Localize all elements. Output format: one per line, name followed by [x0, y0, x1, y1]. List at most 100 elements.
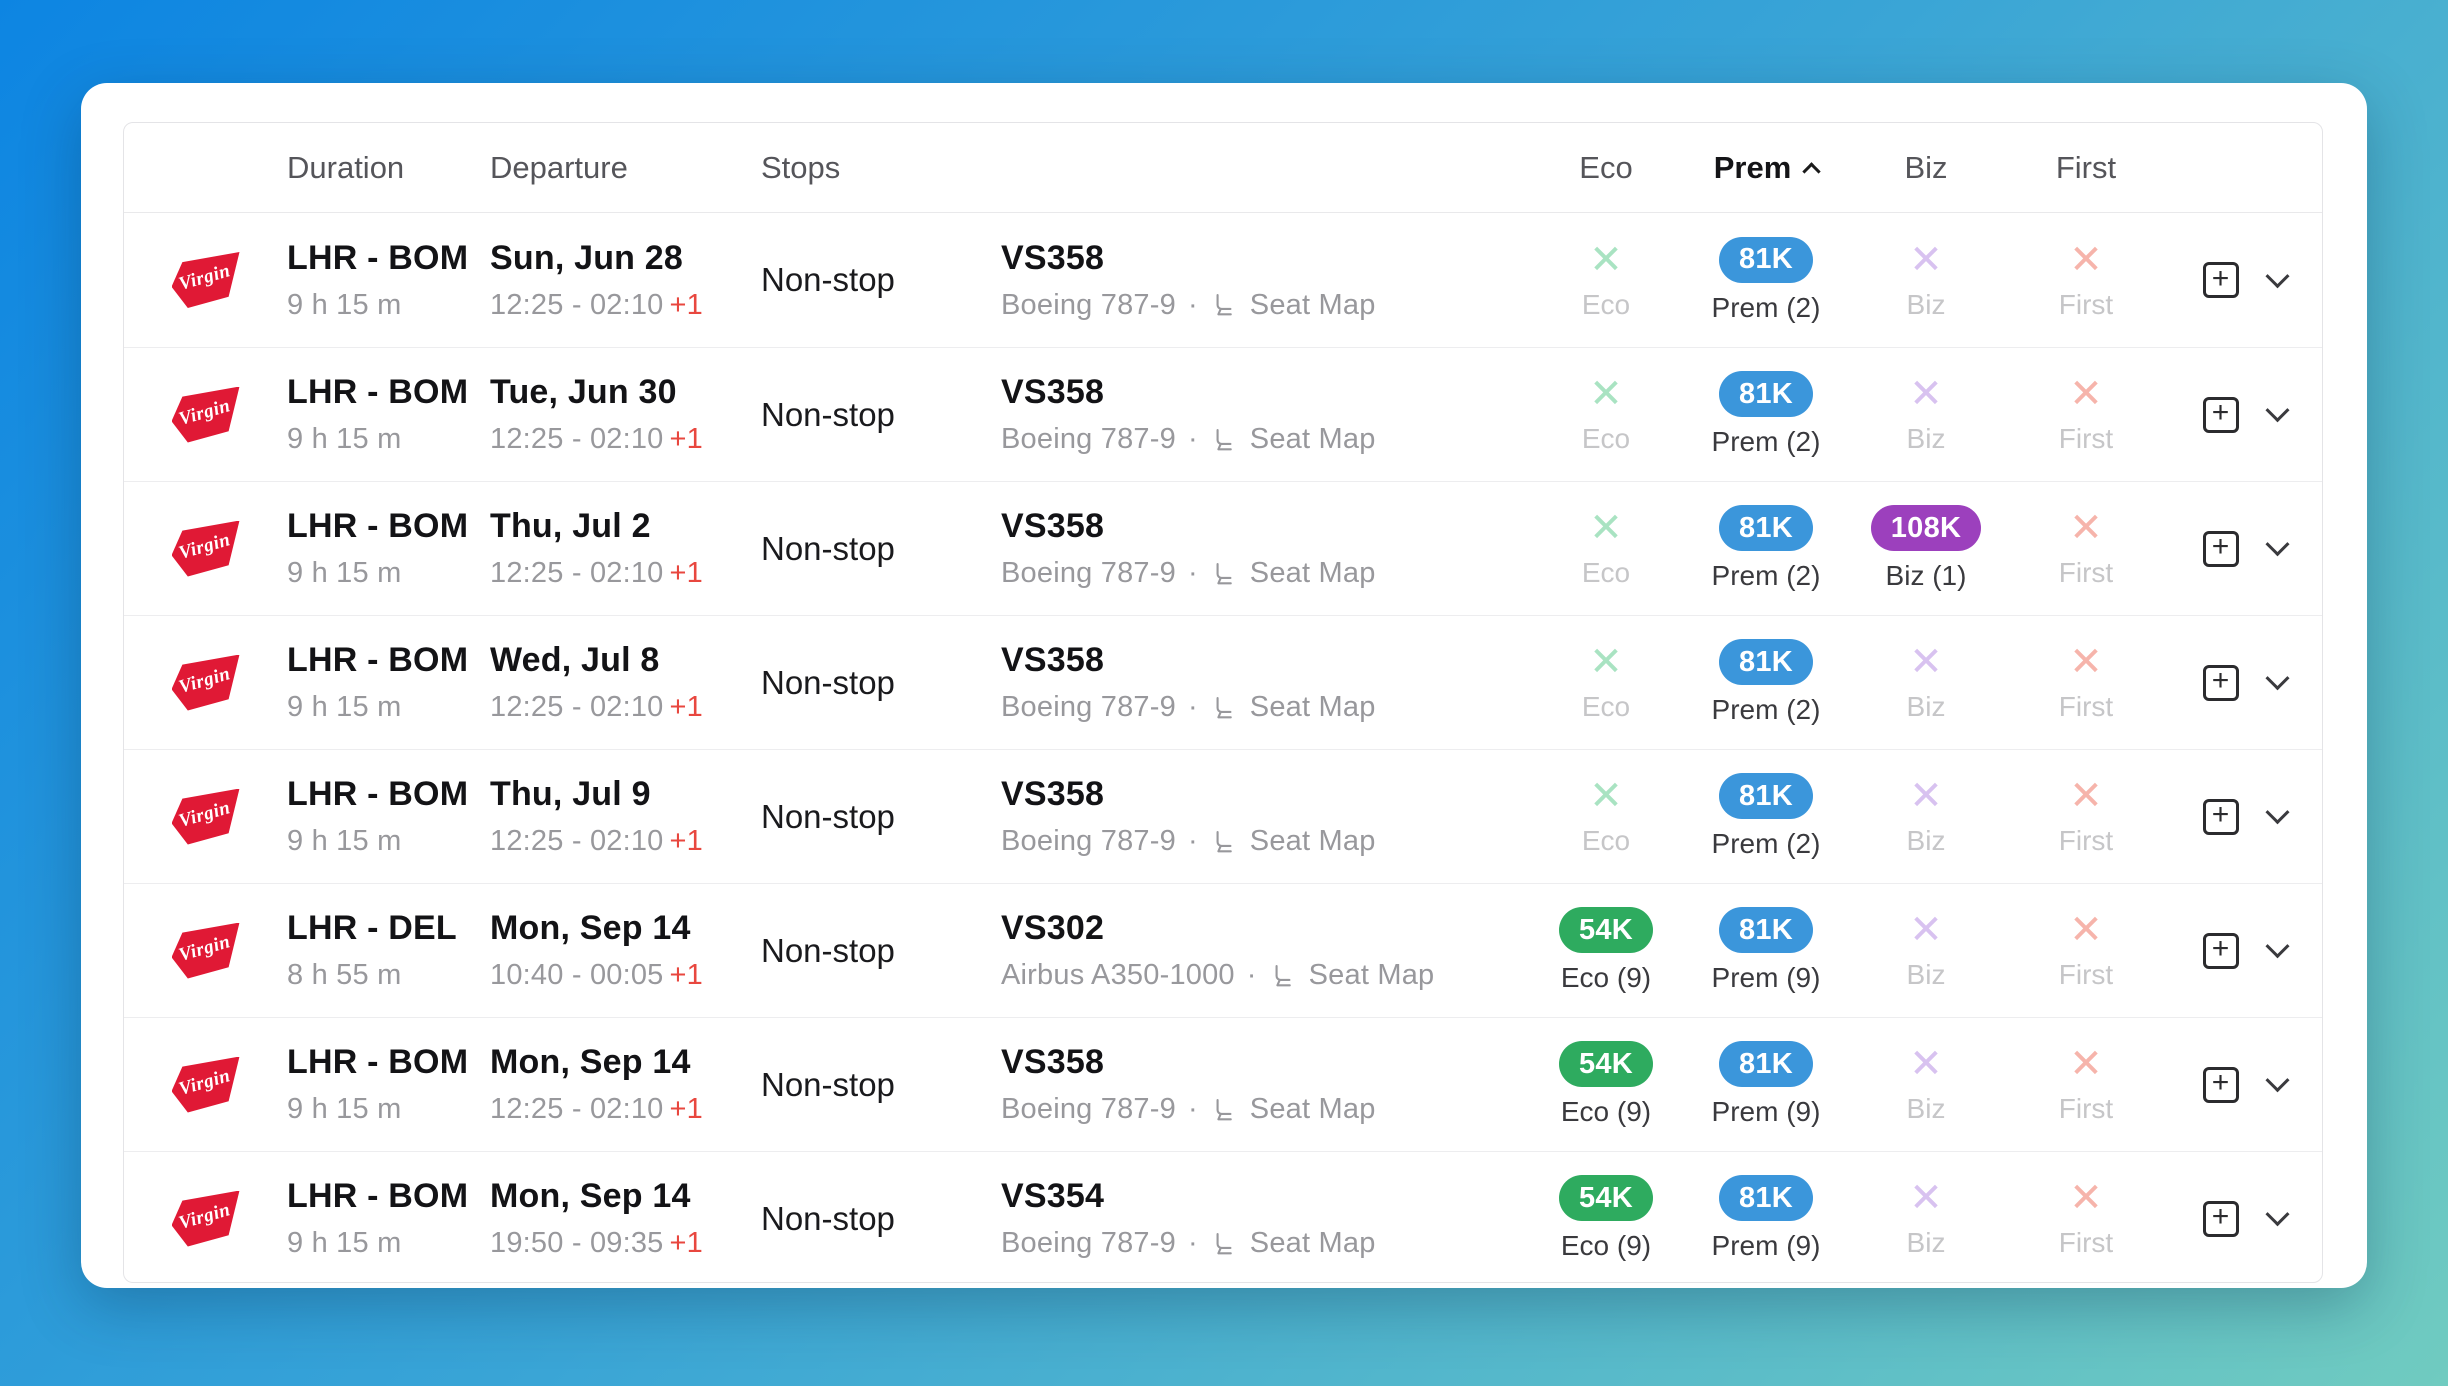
- seat-icon: [1216, 428, 1232, 450]
- expand-row-chevron-icon[interactable]: [2264, 1202, 2290, 1227]
- airline-cell: Virgin: [124, 252, 287, 308]
- flight-number: VS358: [1001, 1043, 1105, 1081]
- plus-icon: +: [2211, 1200, 2230, 1233]
- expand-row-chevron-icon[interactable]: [2264, 934, 2290, 959]
- aircraft-type: Boeing 787-9: [1001, 825, 1176, 857]
- route-duration-cell: LHR - BOM 9 h 15 m: [287, 775, 490, 858]
- add-flight-button[interactable]: +: [2202, 396, 2239, 433]
- departure-cell: Wed, Jul 8 12:25 - 02:10 +1: [490, 641, 761, 724]
- departure-date: Thu, Jul 2: [490, 507, 651, 545]
- flight-number: VS302: [1001, 909, 1105, 947]
- award-cell-biz: ✕ Biz: [1846, 910, 2006, 991]
- virgin-atlantic-logo-icon: Virgin: [171, 386, 240, 443]
- award-cell-biz: 108K Biz (1): [1846, 505, 2006, 592]
- virgin-atlantic-logo-icon: Virgin: [171, 520, 240, 577]
- expand-row-chevron-icon[interactable]: [2264, 1068, 2290, 1093]
- expand-row-chevron-icon[interactable]: [2264, 263, 2290, 288]
- add-flight-button[interactable]: +: [2202, 798, 2239, 835]
- departure-date: Mon, Sep 14: [490, 1177, 691, 1215]
- award-cabin-label: Prem (2): [1711, 291, 1821, 323]
- add-flight-button[interactable]: +: [2202, 932, 2239, 969]
- seat-map-link[interactable]: Seat Map: [1249, 288, 1376, 321]
- flight-info-cell: VS358 Boeing 787-9 · Seat Map: [1001, 1043, 1526, 1126]
- departure-arrival-times: 12:25 - 02:10 +1: [490, 423, 761, 456]
- add-flight-button[interactable]: +: [2202, 1066, 2239, 1103]
- airline-cell: Virgin: [124, 654, 287, 711]
- award-cell-first: ✕ First: [2006, 1178, 2166, 1259]
- add-flight-button[interactable]: +: [2202, 1200, 2239, 1237]
- flight-row: Virgin LHR - BOM 9 h 15 m Thu, Jul 9 12:…: [124, 749, 2322, 883]
- flight-info-cell: VS358 Boeing 787-9 · Seat Map: [1001, 775, 1526, 858]
- flight-number: VS354: [1001, 1177, 1105, 1215]
- add-flight-button[interactable]: +: [2202, 530, 2239, 567]
- award-cell-first: ✕ First: [2006, 374, 2166, 455]
- award-price-pill: 81K: [1718, 1041, 1814, 1087]
- unavailable-x-icon: ✕: [1909, 372, 1943, 416]
- departure-cell: Tue, Jun 30 12:25 - 02:10 +1: [490, 373, 761, 456]
- seat-map-link[interactable]: Seat Map: [1249, 1093, 1376, 1125]
- expand-row-chevron-icon[interactable]: [2264, 800, 2290, 825]
- plus-icon: +: [2211, 261, 2230, 295]
- column-header-eco[interactable]: Eco: [1579, 149, 1633, 185]
- virgin-atlantic-logo-icon: Virgin: [171, 252, 240, 308]
- award-cell-eco: ✕ Eco: [1526, 508, 1686, 589]
- aircraft-type: Airbus A350-1000: [1001, 959, 1235, 991]
- dot-separator: ·: [1187, 288, 1198, 321]
- actions-cell: +: [2166, 530, 2322, 567]
- expand-row-chevron-icon[interactable]: [2264, 532, 2290, 557]
- departure-arrival-times: 12:25 - 02:10 +1: [490, 1093, 761, 1126]
- column-header-duration[interactable]: Duration: [287, 149, 405, 185]
- seat-map-link[interactable]: Seat Map: [1308, 959, 1435, 991]
- unavailable-x-icon: ✕: [1909, 640, 1943, 684]
- aircraft-line: Boeing 787-9 · Seat Map: [1001, 1227, 1526, 1260]
- seat-map-link[interactable]: Seat Map: [1249, 423, 1376, 455]
- column-header-departure[interactable]: Departure: [490, 149, 628, 185]
- unavailable-x-icon: ✕: [1589, 372, 1623, 416]
- award-price-pill: 54K: [1558, 1175, 1654, 1221]
- award-price-pill: 108K: [1870, 505, 1982, 551]
- award-cabin-label: Eco (9): [1560, 962, 1652, 993]
- dot-separator: ·: [1187, 557, 1198, 589]
- actions-cell: +: [2166, 664, 2322, 701]
- add-flight-button[interactable]: +: [2202, 261, 2239, 298]
- add-flight-button[interactable]: +: [2202, 664, 2239, 701]
- award-cabin-label: First: [2058, 691, 2114, 722]
- award-cell-biz: ✕ Biz: [1846, 1044, 2006, 1125]
- flight-row: Virgin LHR - BOM 9 h 15 m Sun, Jun 28 12…: [124, 213, 2322, 347]
- times-text: 12:25 - 02:10: [490, 557, 664, 589]
- times-text: 19:50 - 09:35: [490, 1227, 664, 1259]
- column-header-first[interactable]: First: [2055, 149, 2117, 185]
- aircraft-line: Airbus A350-1000 · Seat Map: [1001, 959, 1526, 992]
- award-cabin-label: Biz: [1906, 1093, 1946, 1124]
- airline-logo-text: Virgin: [176, 930, 234, 966]
- award-cabin-label: Prem (2): [1711, 426, 1821, 457]
- award-cabin-label: First: [2058, 959, 2114, 990]
- actions-cell: +: [2166, 1066, 2322, 1103]
- award-price-pill: 81K: [1718, 907, 1814, 953]
- airline-logo-text: Virgin: [176, 1064, 234, 1100]
- award-cell-first: ✕ First: [2006, 910, 2166, 991]
- seat-icon: [1275, 964, 1291, 986]
- seat-map-link[interactable]: Seat Map: [1249, 1227, 1376, 1259]
- times-text: 12:25 - 02:10: [490, 423, 664, 455]
- award-cabin-label: Prem (2): [1711, 560, 1821, 591]
- column-header-stops[interactable]: Stops: [761, 149, 841, 185]
- column-header-prem[interactable]: Prem: [1686, 150, 1846, 186]
- award-cabin-label: First: [2058, 423, 2114, 454]
- actions-cell: +: [2166, 396, 2322, 433]
- seat-map-link[interactable]: Seat Map: [1249, 825, 1376, 857]
- departure-cell: Mon, Sep 14 12:25 - 02:10 +1: [490, 1043, 761, 1126]
- column-header-biz[interactable]: Biz: [1904, 149, 1948, 185]
- stops-cell: Non-stop: [761, 1200, 1001, 1238]
- award-cell-prem: 81K Prem (2): [1686, 371, 1846, 458]
- expand-row-chevron-icon[interactable]: [2264, 666, 2290, 691]
- seat-map-link[interactable]: Seat Map: [1249, 557, 1376, 589]
- departure-cell: Thu, Jul 9 12:25 - 02:10 +1: [490, 775, 761, 858]
- next-day-indicator: +1: [669, 691, 703, 723]
- seat-map-link[interactable]: Seat Map: [1249, 691, 1376, 723]
- award-cell-biz: ✕ Biz: [1846, 642, 2006, 723]
- departure-arrival-times: 12:25 - 02:10 +1: [490, 691, 761, 724]
- flight-row: Virgin LHR - BOM 9 h 15 m Wed, Jul 8 12:…: [124, 615, 2322, 749]
- flight-info-cell: VS358 Boeing 787-9 · Seat Map: [1001, 373, 1526, 456]
- expand-row-chevron-icon[interactable]: [2264, 398, 2290, 423]
